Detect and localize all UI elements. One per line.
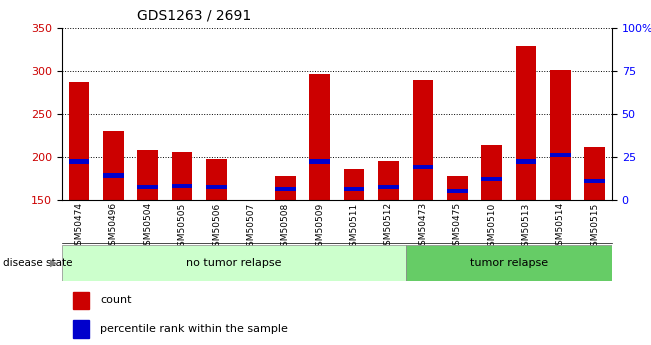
Text: GSM50505: GSM50505 — [178, 202, 187, 252]
Bar — [206, 159, 227, 200]
Text: GSM50509: GSM50509 — [315, 202, 324, 252]
Text: GSM50511: GSM50511 — [350, 202, 359, 252]
Text: disease state: disease state — [3, 258, 73, 268]
Bar — [103, 131, 124, 200]
Text: GSM50507: GSM50507 — [247, 202, 255, 252]
Bar — [550, 70, 571, 200]
Text: no tumor relapse: no tumor relapse — [186, 258, 281, 268]
Text: GDS1263 / 2691: GDS1263 / 2691 — [137, 9, 251, 23]
Bar — [550, 152, 571, 157]
Bar — [137, 150, 158, 200]
Bar — [275, 187, 296, 191]
Bar — [413, 165, 433, 169]
Bar — [447, 189, 467, 193]
Text: GSM50475: GSM50475 — [452, 202, 462, 252]
Bar — [516, 46, 536, 200]
Bar — [406, 245, 612, 281]
Bar — [69, 82, 89, 200]
Bar — [516, 159, 536, 164]
Text: GSM50496: GSM50496 — [109, 202, 118, 252]
Bar — [172, 184, 193, 188]
Bar — [172, 152, 193, 200]
Text: ▶: ▶ — [49, 258, 57, 268]
Bar — [447, 176, 467, 200]
Bar — [73, 292, 89, 309]
Bar — [378, 185, 399, 189]
Bar — [206, 185, 227, 189]
Text: GSM50514: GSM50514 — [556, 202, 565, 252]
Bar — [103, 172, 124, 178]
Text: GSM50512: GSM50512 — [384, 202, 393, 252]
Bar — [585, 179, 605, 183]
Bar — [481, 177, 502, 181]
Text: GSM50508: GSM50508 — [281, 202, 290, 252]
Bar — [309, 159, 330, 164]
Bar — [413, 80, 433, 200]
Text: GSM50506: GSM50506 — [212, 202, 221, 252]
Text: GSM50515: GSM50515 — [590, 202, 600, 252]
Text: GSM50513: GSM50513 — [521, 202, 531, 252]
Bar — [344, 169, 365, 200]
Bar — [137, 185, 158, 189]
Text: GSM50504: GSM50504 — [143, 202, 152, 252]
Text: GSM50473: GSM50473 — [419, 202, 427, 252]
Bar — [275, 176, 296, 200]
Text: GSM50510: GSM50510 — [487, 202, 496, 252]
Bar — [309, 74, 330, 200]
Text: GSM50474: GSM50474 — [74, 202, 83, 251]
Text: tumor relapse: tumor relapse — [470, 258, 548, 268]
Bar — [62, 245, 406, 281]
Bar — [585, 148, 605, 200]
Text: percentile rank within the sample: percentile rank within the sample — [100, 324, 288, 334]
Text: count: count — [100, 295, 132, 305]
Bar — [73, 320, 89, 337]
Bar — [378, 161, 399, 200]
Bar — [344, 187, 365, 191]
Bar — [69, 159, 89, 164]
Bar — [481, 145, 502, 200]
